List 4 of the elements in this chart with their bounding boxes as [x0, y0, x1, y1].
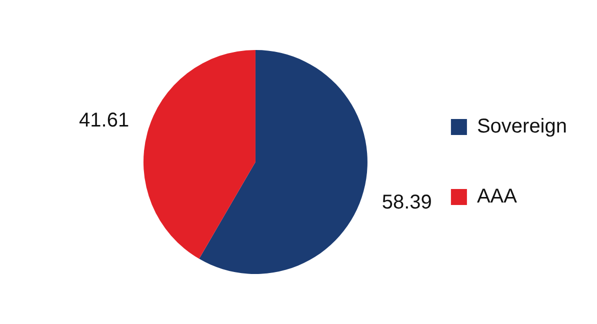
legend-label: AAA [476, 186, 518, 208]
data-label: 41.61 [79, 110, 130, 132]
data-label: 58.39 [382, 191, 432, 214]
legend-label: Sovereign [476, 116, 568, 138]
